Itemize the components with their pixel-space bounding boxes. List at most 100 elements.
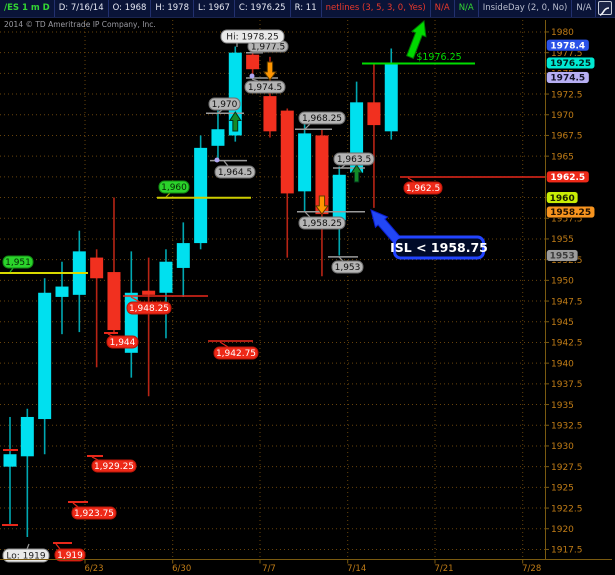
candle-body	[176, 243, 190, 268]
level-line	[304, 123, 311, 130]
header-cell-study-insideday[interactable]: InsideDay (2, 0, No)	[479, 0, 573, 17]
level-line	[407, 177, 416, 183]
annotation-green-arrow-icon	[406, 20, 427, 59]
label-text: 7/21	[434, 564, 453, 574]
label-text: 1965	[551, 152, 574, 162]
label-text: 1960	[550, 194, 575, 204]
price-flag	[2, 255, 34, 269]
candle-body	[280, 110, 294, 194]
level-line	[219, 341, 229, 348]
label-text: 1976.25	[550, 59, 591, 69]
price-flag	[244, 80, 286, 94]
label-text: 1,958.25	[302, 219, 342, 229]
price-flag	[2, 548, 50, 563]
study-dot	[214, 157, 220, 163]
label-text: 1980	[551, 28, 574, 38]
label-text: 1935	[551, 401, 574, 411]
header-cell-study-netlines[interactable]: netlines (3, 5, 3, 0, Yes)	[322, 0, 431, 17]
price-flag	[213, 346, 259, 360]
candle-body	[38, 292, 52, 420]
signal-arrow-down-icon	[262, 61, 277, 81]
label-text: 1937.5	[551, 380, 583, 390]
label-text: 1925	[551, 484, 574, 494]
label-text: 1970	[551, 111, 574, 121]
label-text: 1978.4	[550, 41, 585, 51]
level-line	[91, 456, 99, 461]
label-text: $1976.25	[416, 52, 461, 63]
header-cell-symbol-timeframe[interactable]: /ES 1 m D	[0, 0, 55, 17]
candle-body	[246, 54, 260, 70]
label-text: 1972.5	[551, 90, 583, 100]
chart-style-icon[interactable]	[598, 1, 612, 16]
axis-price-badge	[546, 191, 579, 204]
label-text: 7/14	[347, 564, 366, 574]
level-line	[304, 211, 311, 218]
label-text: 1,977.5	[251, 43, 285, 53]
candle-body	[194, 147, 208, 244]
axis-price-badge	[546, 249, 579, 262]
label-text: 1953	[550, 252, 575, 262]
label-text: 6/30	[172, 564, 191, 574]
label-text: 1,951	[5, 258, 31, 268]
label-text: ISL < 1958.75	[390, 240, 488, 255]
label-text: 1920	[551, 525, 574, 535]
copyright-text: 2014 © TD Ameritrade IP Company, Inc.	[4, 20, 156, 29]
label-text: 1,953	[335, 263, 361, 273]
price-flag	[126, 301, 172, 315]
label-text: 1962.5	[550, 173, 585, 183]
label-text: 1974.5	[550, 74, 585, 84]
candle-body	[315, 135, 329, 215]
label-text: 1,919	[57, 551, 83, 561]
header-cell-high-field: H: 1978	[151, 0, 194, 17]
label-text: 1,962.5	[406, 184, 440, 194]
axis-price-badge	[546, 170, 590, 183]
label-text: 1917.5	[551, 546, 583, 556]
candle-body	[228, 52, 242, 136]
price-flag	[298, 216, 346, 230]
label-text: 1,944	[110, 338, 136, 348]
label-text: 1,929.25	[94, 462, 134, 472]
label-text: 1942.5	[551, 339, 583, 349]
label-text: 1945	[551, 318, 574, 328]
candle-body	[298, 133, 312, 192]
label-text: 1967.5	[551, 132, 583, 142]
label-text: 1927.5	[551, 463, 583, 473]
label-text: 1,942.75	[216, 349, 256, 359]
price-flag	[333, 152, 375, 166]
header-cell-range-field: R: 11	[291, 0, 322, 17]
header-cell-close-field: C: 1976.25	[235, 0, 291, 17]
price-flag	[298, 111, 346, 125]
label-text: 7/28	[522, 564, 541, 574]
axis-price-badge	[546, 39, 590, 52]
axis-price-badge	[546, 56, 595, 70]
level-line	[55, 543, 61, 550]
label-text: 1922.5	[551, 504, 583, 514]
price-flag	[91, 459, 137, 473]
chart-header-bar: /ES 1 m D D: 7/16/14 O: 1968 H: 1978 L: 1967…	[0, 0, 615, 18]
candle-body	[3, 454, 17, 467]
header-cell-date-field: D: 7/16/14	[55, 0, 109, 17]
label-text: 1958.25	[550, 208, 591, 218]
level-line	[72, 502, 79, 508]
candle-body	[384, 63, 398, 132]
price-flag	[214, 165, 256, 179]
level-line	[223, 160, 229, 167]
candle-body	[159, 261, 173, 293]
candle-body	[367, 102, 381, 126]
price-flag	[158, 180, 190, 194]
label-text: 7/7	[262, 564, 276, 574]
label-text: 1,970	[212, 100, 238, 110]
label-text: Lo: 1919	[6, 552, 45, 562]
level-line	[338, 256, 344, 262]
label-text: 1,968.25	[302, 114, 342, 124]
candle-body	[55, 286, 69, 297]
label-text: 1977.5	[551, 49, 583, 59]
price-flag	[71, 506, 117, 520]
candle-body	[90, 257, 104, 279]
signal-arrow-down-icon	[314, 195, 329, 215]
price-flag	[106, 335, 139, 349]
header-cell-study-value-gray: N/A	[572, 0, 597, 17]
label-text: 6/23	[84, 564, 103, 574]
price-flag	[403, 181, 443, 195]
